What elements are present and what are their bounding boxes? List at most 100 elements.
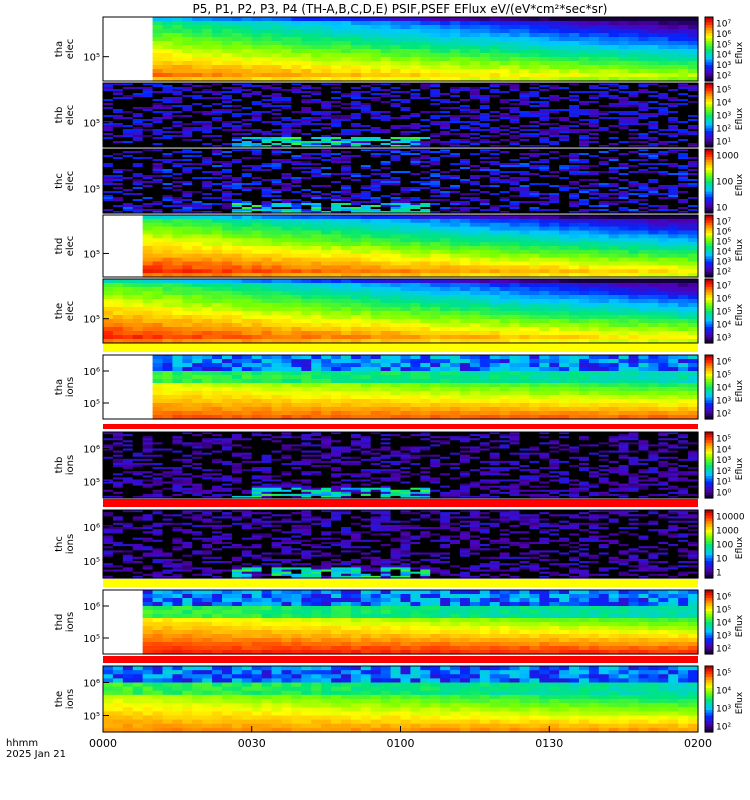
heatmap-cell xyxy=(400,161,412,164)
heatmap-cell xyxy=(608,151,620,154)
heatmap-cell xyxy=(112,107,124,110)
heatmap-cell xyxy=(162,41,174,46)
heatmap-cell xyxy=(569,143,580,146)
heatmap-cell xyxy=(281,169,293,172)
heatmap-cell xyxy=(460,203,471,206)
heatmap-cell xyxy=(588,205,600,208)
heatmap-cell xyxy=(380,37,392,42)
heatmap-cell xyxy=(420,189,431,192)
heatmap-cell xyxy=(598,107,610,110)
heatmap-cell xyxy=(380,107,392,110)
heatmap-cell xyxy=(301,183,312,186)
heatmap-cell xyxy=(182,171,193,174)
heatmap-cell xyxy=(668,209,679,212)
heatmap-cell xyxy=(479,95,491,98)
heatmap-cell xyxy=(281,91,293,94)
heatmap-cell xyxy=(370,127,382,130)
heatmap-cell xyxy=(182,159,193,162)
heatmap-cell xyxy=(460,73,471,78)
heatmap-cell xyxy=(301,107,312,110)
heatmap-cell xyxy=(509,211,521,214)
heatmap-cell xyxy=(509,85,521,88)
heatmap-cell xyxy=(172,93,183,96)
heatmap-cell xyxy=(350,17,362,22)
heatmap-cell xyxy=(668,197,679,200)
heatmap-cell xyxy=(430,61,441,66)
heatmap-cell xyxy=(608,69,620,74)
heatmap-cell xyxy=(261,161,273,164)
heatmap-cell xyxy=(460,151,471,154)
heatmap-cell xyxy=(420,37,431,42)
heatmap-cell xyxy=(479,207,491,210)
heatmap-cell xyxy=(569,141,580,144)
heatmap-cell xyxy=(341,133,352,136)
heatmap-cell xyxy=(112,159,124,162)
heatmap-cell xyxy=(519,157,531,160)
heatmap-cell xyxy=(261,179,273,182)
heatmap-cell xyxy=(241,53,253,58)
heatmap-cell xyxy=(588,99,600,102)
heatmap-cell xyxy=(192,99,203,102)
heatmap-cell xyxy=(519,29,531,34)
heatmap-cell xyxy=(588,21,600,26)
heatmap-cell xyxy=(311,29,322,34)
heatmap-cell xyxy=(152,49,164,54)
heatmap-cell xyxy=(688,199,699,202)
heatmap-cell xyxy=(400,191,412,194)
heatmap-cell xyxy=(519,191,531,194)
heatmap-cell xyxy=(291,41,302,46)
heatmap-cell xyxy=(509,185,521,188)
heatmap-cell xyxy=(479,171,491,174)
heatmap-cell xyxy=(440,171,451,174)
heatmap-cell xyxy=(241,131,253,134)
heatmap-cell xyxy=(202,87,213,90)
heatmap-cell xyxy=(499,97,511,100)
heatmap-cell xyxy=(588,199,600,202)
heatmap-cell xyxy=(410,93,421,96)
heatmap-cell xyxy=(549,155,560,158)
heatmap-cell xyxy=(688,129,699,132)
heatmap-cell xyxy=(271,83,283,86)
heatmap-cell xyxy=(400,203,412,206)
heatmap-cell xyxy=(598,187,610,190)
heatmap-cell xyxy=(370,123,382,126)
heatmap-cell xyxy=(231,234,243,239)
heatmap-cell xyxy=(608,41,620,46)
heatmap-cell xyxy=(301,187,312,190)
heatmap-cell xyxy=(559,193,570,196)
heatmap-cell xyxy=(569,205,580,208)
heatmap-cell xyxy=(559,133,570,136)
heatmap-cell xyxy=(539,107,550,110)
heatmap-cell xyxy=(588,83,600,86)
heatmap-cell xyxy=(281,45,293,50)
heatmap-cell xyxy=(479,145,491,148)
heatmap-cell xyxy=(152,269,164,274)
heatmap-cell xyxy=(271,93,283,96)
heatmap-cell xyxy=(311,123,322,126)
colorbar-segment xyxy=(705,165,713,169)
heatmap-cell xyxy=(182,242,193,247)
heatmap-cell xyxy=(380,151,392,154)
heatmap-cell xyxy=(261,117,273,120)
heatmap-cell xyxy=(331,151,342,154)
heatmap-cell xyxy=(450,157,461,160)
heatmap-cell xyxy=(202,183,213,186)
heatmap-cell xyxy=(301,101,312,104)
heatmap-cell xyxy=(301,17,312,22)
heatmap-cell xyxy=(410,129,421,132)
heatmap-cell xyxy=(172,253,183,259)
heatmap-cell xyxy=(222,21,233,26)
heatmap-cell xyxy=(331,101,342,104)
heatmap-cell xyxy=(539,139,550,142)
heatmap-cell xyxy=(668,121,679,124)
heatmap-cell xyxy=(291,117,302,120)
heatmap-cell xyxy=(291,111,302,114)
heatmap-cell xyxy=(430,195,441,198)
heatmap-cell xyxy=(588,111,600,114)
heatmap-cell xyxy=(251,119,263,122)
heatmap-cell xyxy=(519,171,531,174)
colorbar-segment xyxy=(705,186,713,190)
heatmap-cell xyxy=(182,115,193,118)
heatmap-cell xyxy=(519,203,531,206)
